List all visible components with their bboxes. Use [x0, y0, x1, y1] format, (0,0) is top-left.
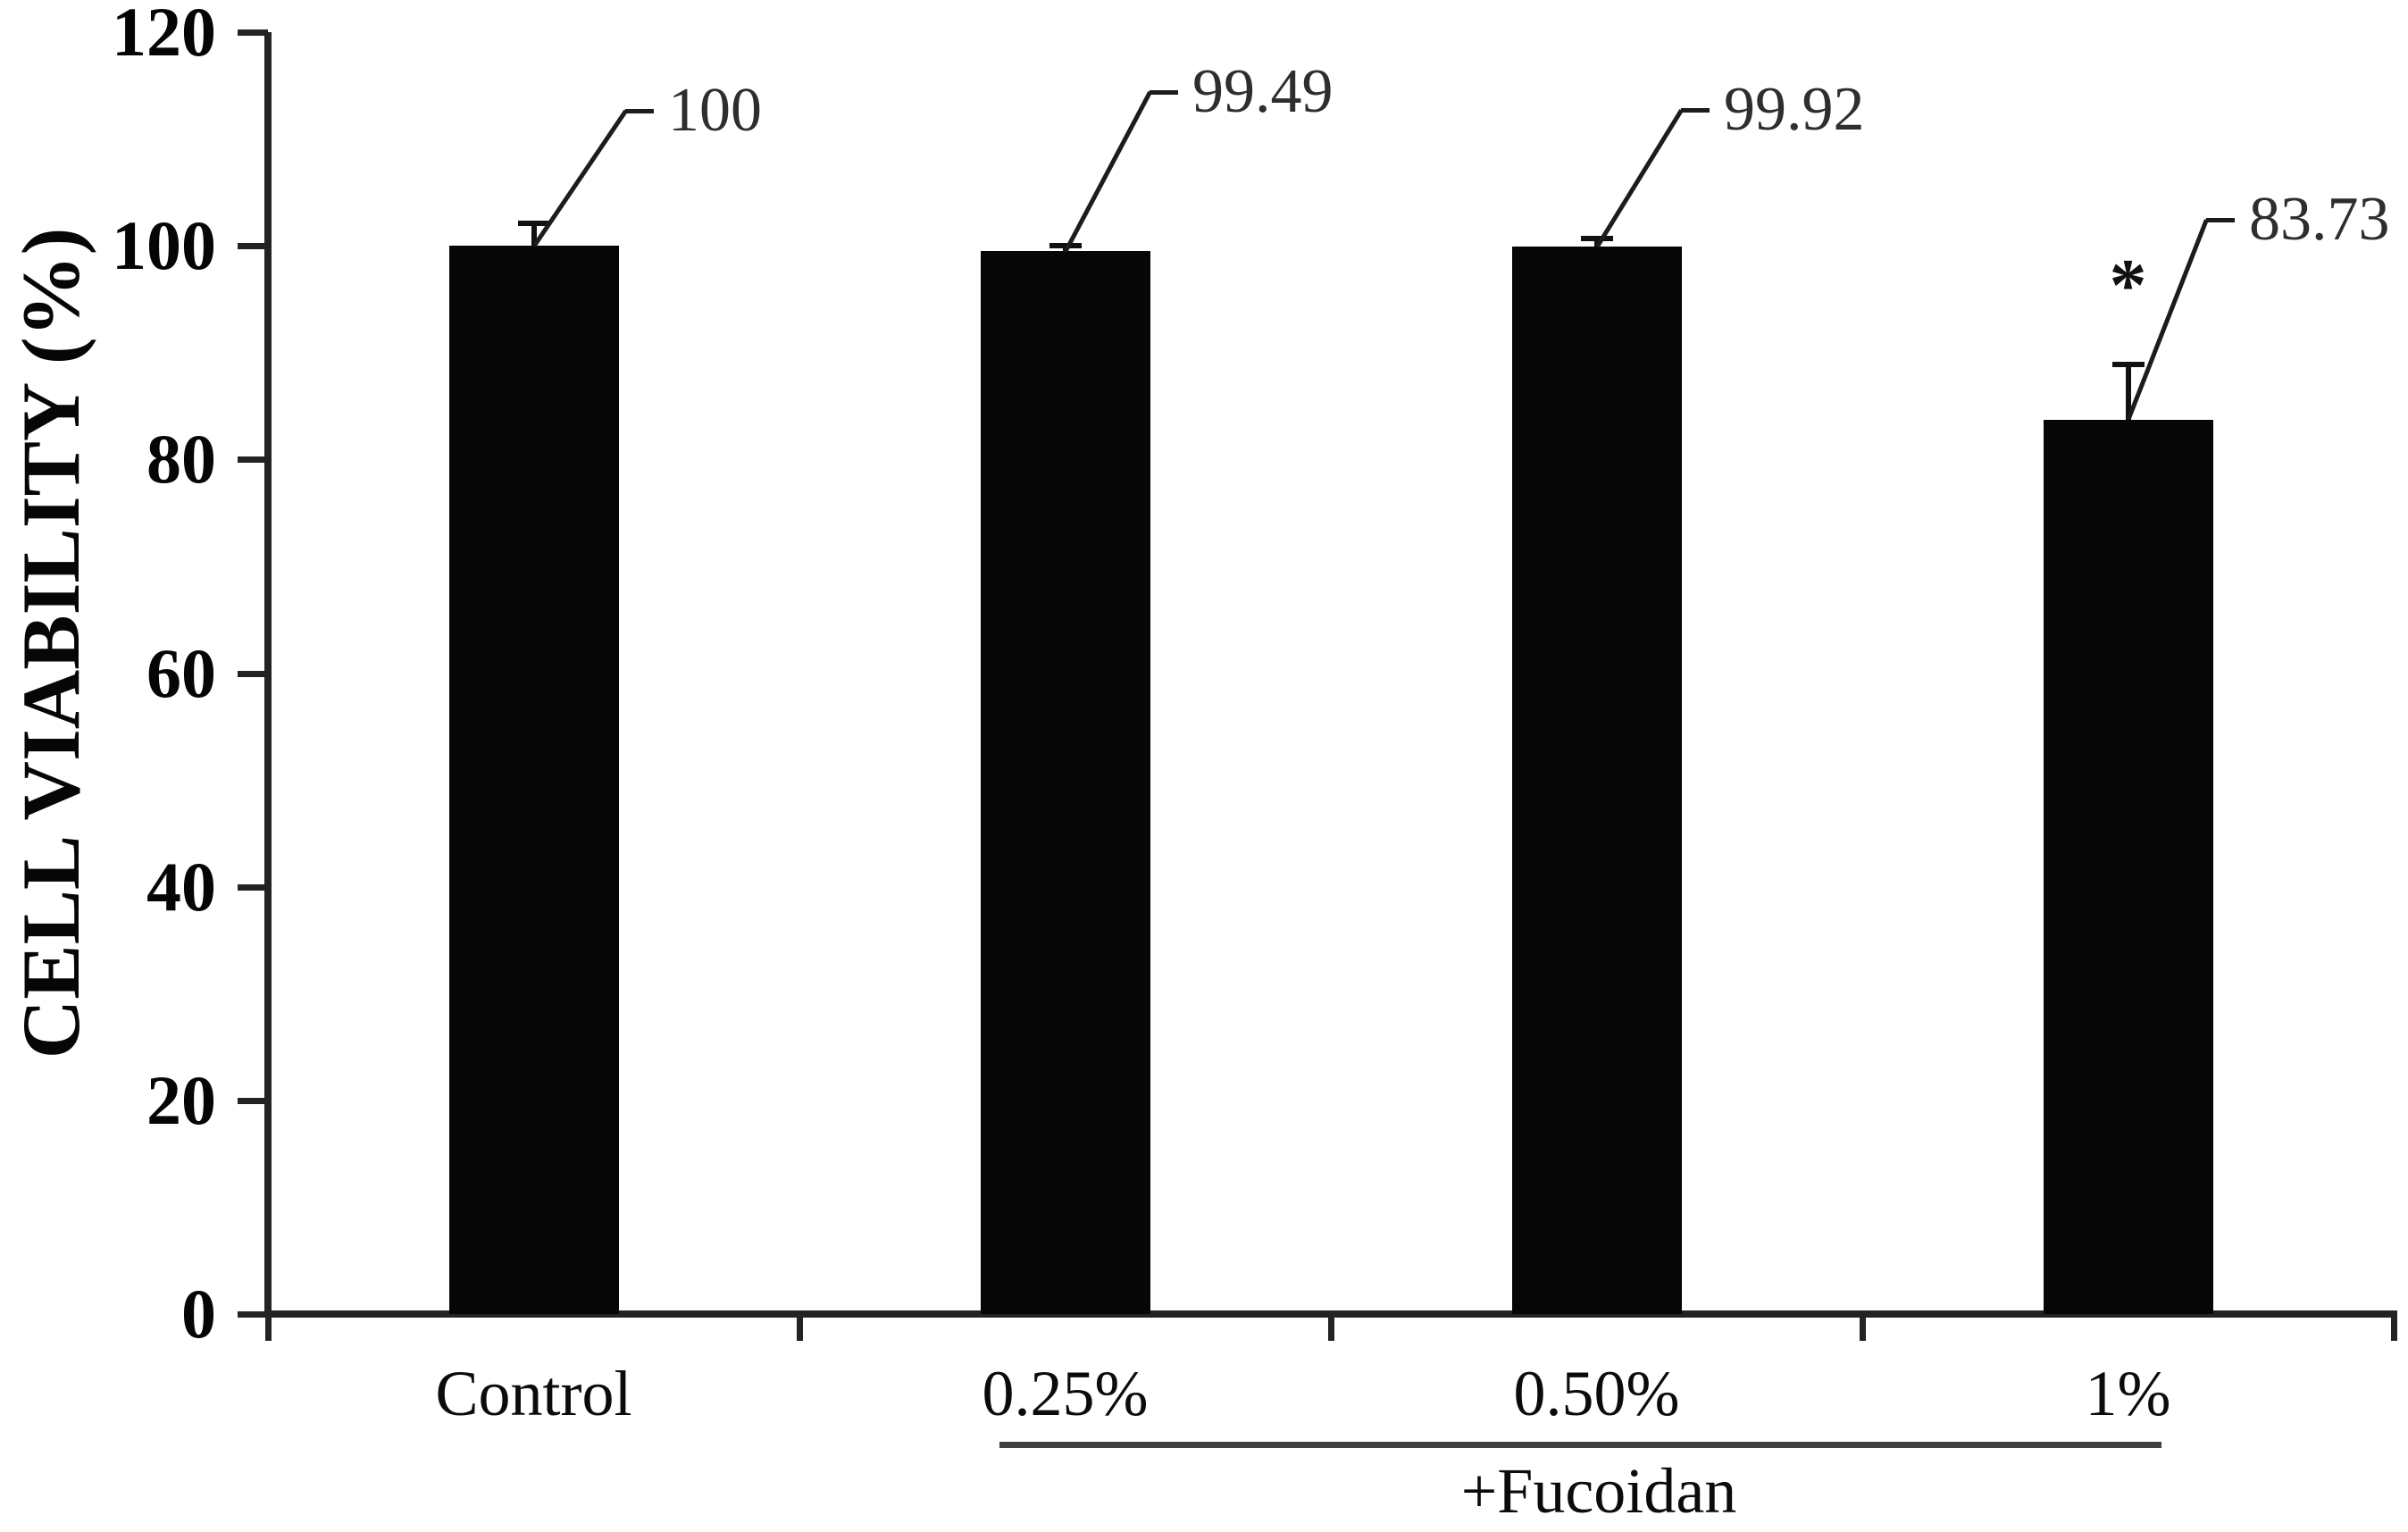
y-tick-label: 80: [146, 420, 216, 498]
group-underline: [999, 1442, 2161, 1448]
data-label: 99.49: [1192, 57, 1334, 126]
leader-line-diagonal: [1594, 108, 1684, 248]
y-tick-label: 20: [146, 1060, 216, 1139]
y-tick-label: 0: [181, 1275, 216, 1352]
y-axis-title: CELL VIABILITY (%): [5, 227, 96, 1059]
y-tick-mark: [238, 670, 268, 677]
leader-line-dash: [625, 108, 654, 113]
y-tick-label: 40: [146, 847, 216, 925]
category-label: 0.50%: [1513, 1358, 1680, 1429]
y-tick-mark: [238, 243, 268, 250]
leader-line-dash: [1150, 89, 1178, 95]
y-tick-mark: [238, 29, 268, 36]
bar: [980, 251, 1150, 1314]
y-tick-label: 120: [112, 0, 216, 71]
leader-line-diagonal: [1063, 90, 1152, 253]
category-label: 1%: [2085, 1358, 2171, 1429]
y-tick-mark: [238, 456, 268, 464]
category-label: Control: [435, 1358, 632, 1429]
y-tick-label: 100: [112, 206, 216, 285]
data-label: 99.92: [1724, 75, 1865, 144]
bar: [1511, 247, 1682, 1314]
y-axis: [264, 32, 272, 1318]
x-tick-mark: [1328, 1314, 1334, 1341]
data-label: 100: [668, 76, 762, 145]
data-label: 83.73: [2249, 185, 2390, 254]
bar: [448, 246, 619, 1314]
leader-line-dash: [1681, 107, 1710, 113]
x-tick-mark: [797, 1314, 803, 1341]
y-tick-mark: [238, 1097, 268, 1104]
y-tick-mark: [238, 883, 268, 891]
bar: [2043, 419, 2213, 1314]
x-tick-mark: [2391, 1314, 2397, 1341]
significance-asterisk: *: [2109, 243, 2147, 327]
leader-line-dash: [2206, 217, 2235, 222]
y-tick-label: 60: [146, 633, 216, 712]
error-bar-whisker: [2125, 364, 2131, 420]
error-bar-cap: [2111, 361, 2145, 367]
error-bar-cap: [1580, 235, 1613, 241]
error-bar-whisker: [531, 223, 537, 247]
category-label: 0.25%: [982, 1358, 1149, 1429]
error-bar-cap: [517, 221, 550, 227]
x-tick-mark: [265, 1314, 272, 1341]
leader-line-diagonal: [531, 109, 628, 247]
group-label: +Fucoidan: [1460, 1455, 1737, 1527]
y-tick-mark: [238, 1311, 268, 1318]
x-tick-mark: [1860, 1314, 1866, 1341]
